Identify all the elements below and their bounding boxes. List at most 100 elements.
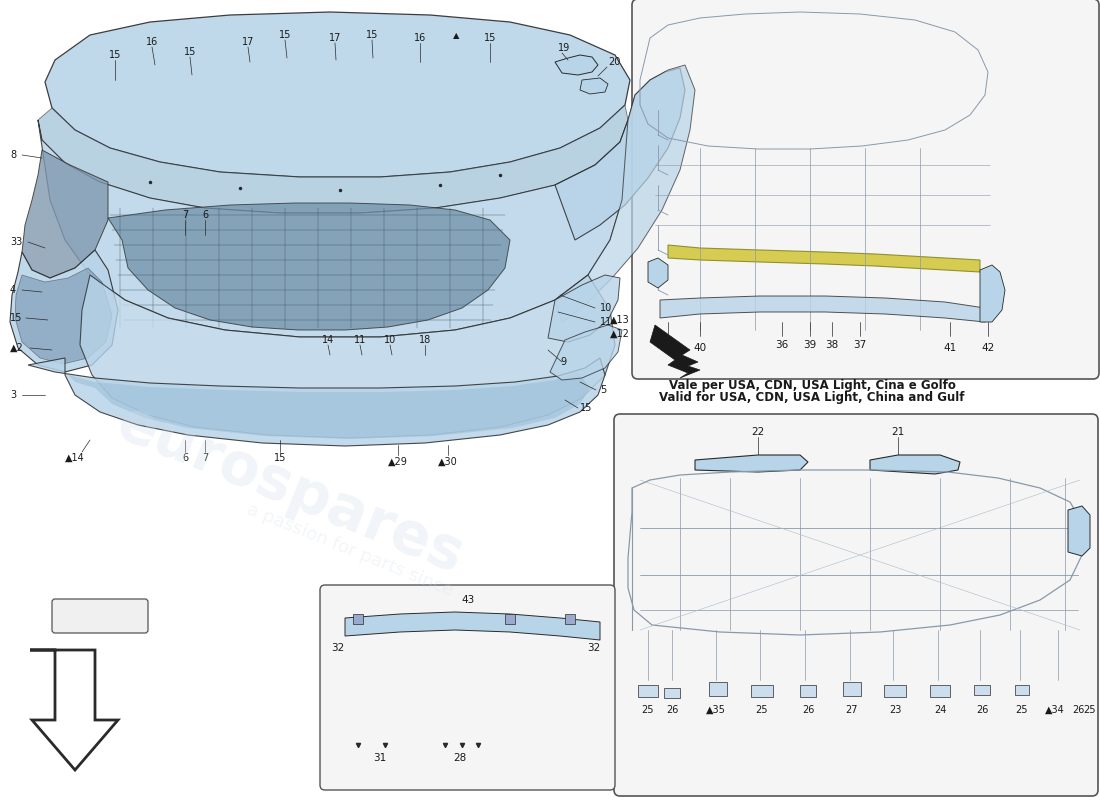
- Polygon shape: [556, 55, 598, 75]
- Text: ▲2: ▲2: [10, 343, 24, 353]
- Bar: [505, 614, 515, 624]
- Text: 10: 10: [600, 303, 613, 313]
- Text: 25: 25: [641, 705, 654, 715]
- Text: 42: 42: [981, 343, 994, 353]
- Polygon shape: [695, 455, 808, 472]
- Polygon shape: [1068, 506, 1090, 556]
- Text: 14: 14: [322, 335, 334, 345]
- Text: 15: 15: [484, 33, 496, 43]
- Polygon shape: [39, 120, 628, 337]
- Polygon shape: [39, 105, 628, 213]
- Bar: [710, 682, 727, 696]
- Text: 15: 15: [10, 313, 22, 323]
- Polygon shape: [28, 358, 605, 446]
- Text: 7: 7: [202, 453, 208, 463]
- Bar: [974, 685, 990, 695]
- Text: 26: 26: [976, 705, 988, 715]
- Polygon shape: [548, 275, 620, 342]
- Bar: [930, 685, 950, 697]
- Polygon shape: [345, 612, 600, 640]
- Text: 8: 8: [10, 150, 16, 160]
- Text: Vale per USA, CDN, USA Light, Cina e Golfo: Vale per USA, CDN, USA Light, Cina e Gol…: [669, 378, 956, 391]
- Text: 15: 15: [278, 30, 292, 40]
- Text: Valid for USA, CDN, USA Light, China and Gulf: Valid for USA, CDN, USA Light, China and…: [659, 391, 965, 405]
- Polygon shape: [580, 78, 608, 94]
- Bar: [884, 685, 906, 697]
- Text: 40: 40: [693, 343, 706, 353]
- Text: 6: 6: [182, 453, 188, 463]
- Text: ▲34: ▲34: [1045, 705, 1065, 715]
- Text: 15: 15: [580, 403, 593, 413]
- Polygon shape: [68, 372, 590, 439]
- Polygon shape: [870, 455, 960, 474]
- Text: 11: 11: [354, 335, 366, 345]
- Polygon shape: [22, 150, 108, 278]
- Text: ▲30: ▲30: [438, 457, 458, 467]
- Text: ▲12: ▲12: [610, 329, 630, 339]
- Text: 18: 18: [419, 335, 431, 345]
- Bar: [565, 614, 575, 624]
- Text: 42: 42: [661, 343, 674, 353]
- Bar: [843, 682, 861, 696]
- Text: 5: 5: [600, 385, 606, 395]
- Text: 15: 15: [274, 453, 286, 463]
- Bar: [1015, 685, 1028, 695]
- Text: 11: 11: [600, 317, 613, 327]
- Text: 26: 26: [802, 705, 814, 715]
- Polygon shape: [556, 68, 685, 240]
- Text: 17: 17: [329, 33, 341, 43]
- Text: 37: 37: [854, 340, 867, 350]
- Text: 26: 26: [666, 705, 679, 715]
- Polygon shape: [668, 245, 980, 272]
- Text: 19: 19: [558, 43, 570, 53]
- Polygon shape: [648, 258, 668, 288]
- FancyBboxPatch shape: [320, 585, 615, 790]
- Bar: [751, 685, 773, 697]
- Polygon shape: [108, 203, 510, 330]
- Text: 31: 31: [373, 753, 386, 763]
- Text: 32: 32: [331, 643, 344, 653]
- Polygon shape: [660, 296, 984, 322]
- Text: 15: 15: [366, 30, 378, 40]
- Text: 10: 10: [384, 335, 396, 345]
- Text: ▲: ▲: [453, 31, 460, 41]
- Bar: [800, 685, 816, 697]
- Text: 27: 27: [846, 705, 858, 715]
- Text: ▲29: ▲29: [388, 457, 408, 467]
- Polygon shape: [10, 250, 118, 372]
- Polygon shape: [80, 275, 615, 438]
- Bar: [664, 688, 680, 698]
- Text: ▲14: ▲14: [65, 453, 85, 463]
- Text: 20: 20: [608, 57, 620, 67]
- Text: 43: 43: [461, 595, 474, 605]
- Text: 22: 22: [751, 427, 764, 437]
- Bar: [638, 685, 658, 697]
- Text: ▲35: ▲35: [706, 705, 726, 715]
- Text: 23: 23: [889, 705, 901, 715]
- FancyBboxPatch shape: [614, 414, 1098, 796]
- Text: 15: 15: [184, 47, 196, 57]
- Polygon shape: [650, 325, 700, 378]
- Text: 25: 25: [1015, 705, 1028, 715]
- Text: 39: 39: [803, 340, 816, 350]
- Text: 26: 26: [1071, 705, 1085, 715]
- Text: 6: 6: [202, 210, 208, 220]
- Text: 9: 9: [560, 357, 566, 367]
- Text: ▲ = 1: ▲ = 1: [82, 610, 118, 622]
- Polygon shape: [980, 265, 1005, 322]
- Text: 41: 41: [944, 343, 957, 353]
- FancyBboxPatch shape: [632, 0, 1099, 379]
- FancyBboxPatch shape: [52, 599, 148, 633]
- Text: 3: 3: [10, 390, 16, 400]
- Text: 36: 36: [776, 340, 789, 350]
- Text: 21: 21: [891, 427, 904, 437]
- Text: 4: 4: [10, 285, 16, 295]
- Text: 17: 17: [242, 37, 254, 47]
- Text: ▲13: ▲13: [610, 315, 629, 325]
- Text: a passion for parts since: a passion for parts since: [244, 500, 455, 600]
- Text: 38: 38: [825, 340, 838, 350]
- Text: 28: 28: [453, 753, 466, 763]
- Polygon shape: [15, 268, 112, 364]
- Text: 16: 16: [414, 33, 426, 43]
- Text: 33: 33: [10, 237, 22, 247]
